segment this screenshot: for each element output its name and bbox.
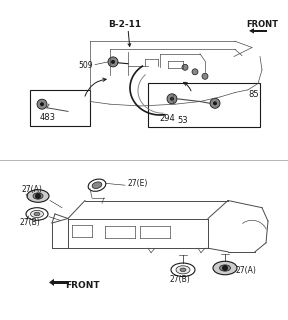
- Ellipse shape: [31, 211, 43, 218]
- Circle shape: [40, 102, 44, 106]
- Text: 294: 294: [159, 114, 175, 123]
- Text: FRONT: FRONT: [246, 20, 278, 28]
- Ellipse shape: [219, 265, 230, 271]
- Bar: [30, 90, 90, 126]
- Ellipse shape: [176, 266, 190, 274]
- Text: 85: 85: [248, 90, 259, 99]
- Ellipse shape: [213, 261, 237, 275]
- Polygon shape: [53, 281, 69, 284]
- Polygon shape: [49, 279, 54, 286]
- Text: 27(B): 27(B): [170, 275, 190, 284]
- Circle shape: [213, 101, 217, 105]
- Bar: [148, 84, 260, 127]
- Circle shape: [222, 265, 228, 271]
- Polygon shape: [249, 28, 254, 34]
- Circle shape: [170, 97, 174, 101]
- Text: FRONT: FRONT: [65, 282, 99, 291]
- Text: 53: 53: [178, 116, 188, 125]
- Circle shape: [167, 94, 177, 104]
- Text: 27(B): 27(B): [20, 219, 41, 228]
- Ellipse shape: [33, 193, 43, 199]
- Text: 27(A): 27(A): [236, 266, 257, 275]
- Circle shape: [111, 60, 115, 64]
- Text: 509: 509: [78, 61, 93, 70]
- Circle shape: [202, 73, 208, 79]
- Ellipse shape: [34, 212, 40, 216]
- Circle shape: [108, 57, 118, 67]
- Polygon shape: [253, 29, 267, 32]
- Text: B-2-11: B-2-11: [109, 20, 142, 28]
- Text: 483: 483: [40, 113, 56, 122]
- Ellipse shape: [27, 190, 49, 202]
- Circle shape: [210, 98, 220, 108]
- Circle shape: [35, 193, 41, 199]
- Circle shape: [182, 64, 188, 70]
- Text: 27(A): 27(A): [22, 185, 43, 194]
- Ellipse shape: [180, 268, 186, 272]
- Ellipse shape: [92, 182, 102, 188]
- Circle shape: [37, 99, 47, 109]
- Circle shape: [192, 69, 198, 75]
- Text: 27(E): 27(E): [127, 179, 147, 188]
